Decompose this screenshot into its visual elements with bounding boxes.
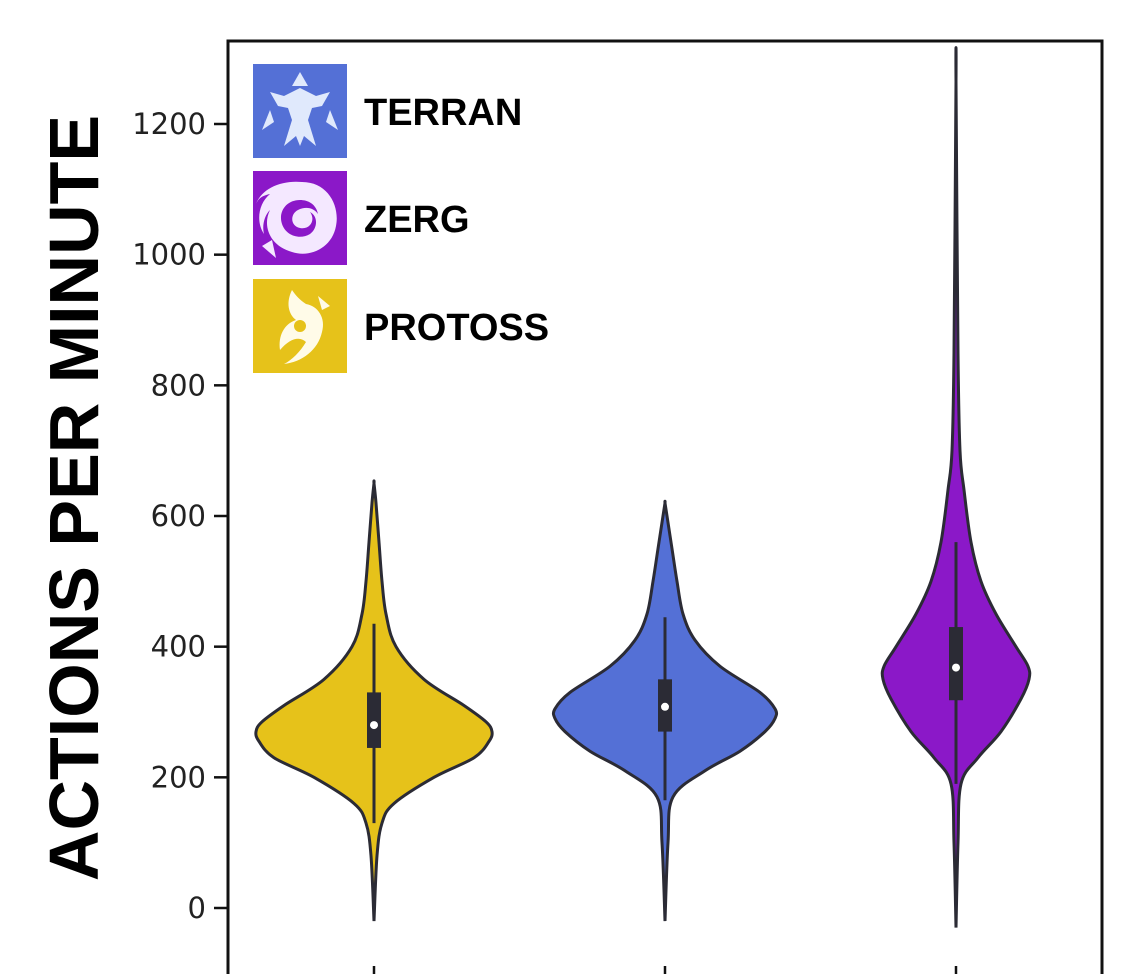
y-tick-label: 800	[151, 368, 206, 402]
median-dot-terran	[661, 702, 669, 711]
legend-item-protoss: PROTOSS	[253, 279, 549, 373]
y-tick-label: 1000	[132, 238, 206, 272]
median-dot-zerg	[952, 663, 960, 672]
legend-item-terran: TERRAN	[253, 64, 522, 158]
plot-frame	[226, 39, 1104, 974]
y-tick-label: 0	[188, 891, 206, 925]
y-axis-label: ACTIONS PER MINUTE	[35, 115, 113, 881]
legend: TERRAN ZERG PROTOSS	[253, 64, 549, 373]
legend-label-terran: TERRAN	[364, 92, 522, 134]
y-tick-label: 1200	[132, 107, 206, 141]
violin-zerg	[880, 46, 1032, 928]
median-dot-protoss	[370, 721, 378, 730]
y-tick-label: 200	[151, 760, 206, 794]
legend-label-protoss: PROTOSS	[364, 307, 549, 349]
legend-item-zerg: ZERG	[253, 171, 470, 265]
y-tick-label: 400	[151, 630, 206, 664]
iqr-box-protoss	[367, 692, 381, 748]
y-tick-label: 600	[151, 499, 206, 533]
legend-label-zerg: ZERG	[364, 199, 470, 241]
